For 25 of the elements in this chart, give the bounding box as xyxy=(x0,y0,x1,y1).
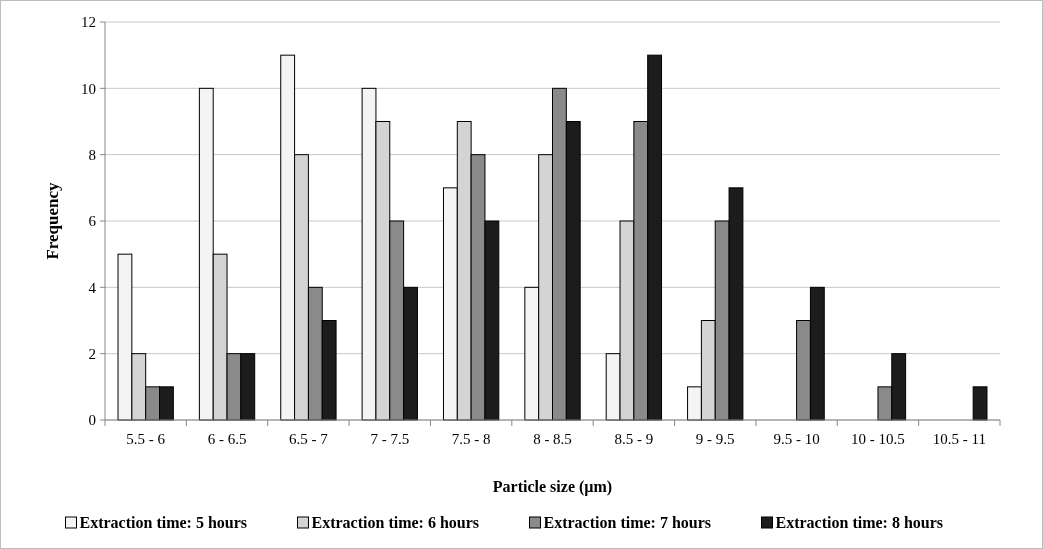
y-tick-label: 10 xyxy=(81,80,96,97)
x-tick-label: 9 - 9.5 xyxy=(695,431,735,447)
y-tick-label: 6 xyxy=(88,213,97,230)
legend-label: Extraction time: 5 hours xyxy=(79,514,248,531)
x-tick-label: 7.5 - 8 xyxy=(451,431,491,447)
y-tick-label: 8 xyxy=(88,146,96,163)
bar xyxy=(972,386,988,421)
x-tick-label: 6 - 6.5 xyxy=(207,431,247,447)
x-tick-label: 10 - 10.5 xyxy=(851,431,905,447)
x-tick-label: 9.5 - 10 xyxy=(773,431,820,447)
x-tick-label: 7 - 7.5 xyxy=(370,431,410,447)
x-tick-label: 6.5 - 7 xyxy=(289,431,329,447)
x-tick-label: 5.5 - 6 xyxy=(126,431,166,447)
legend-label: Extraction time: 6 hours xyxy=(311,514,480,531)
x-tick-label: 10.5 - 11 xyxy=(932,431,986,447)
legend-label: Extraction time: 7 hours xyxy=(543,514,712,531)
y-axis-title: Frequency xyxy=(43,181,62,260)
x-tick-label: 8 - 8.5 xyxy=(533,431,572,447)
y-tick-label: 2 xyxy=(88,345,96,362)
y-tick-label: 4 xyxy=(88,279,97,296)
x-tick-label: 8.5 - 9 xyxy=(614,431,654,447)
y-tick-label: 12 xyxy=(81,14,96,31)
x-axis-title: Particle size (µm) xyxy=(492,478,613,496)
y-tick-label: 0 xyxy=(88,412,96,429)
legend-label: Extraction time: 8 hours xyxy=(775,514,944,531)
